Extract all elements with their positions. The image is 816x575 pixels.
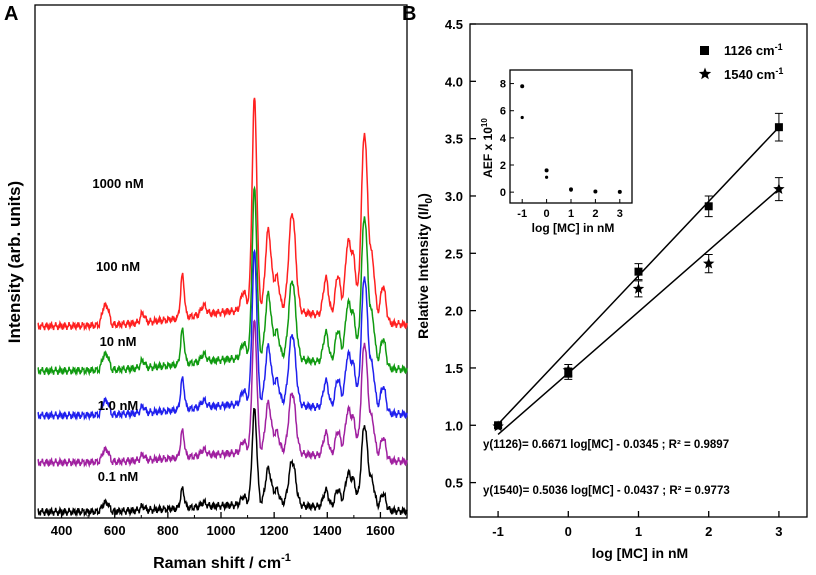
inset-data-points (520, 84, 622, 194)
inset-x-ticks: -1 0 1 2 3 (517, 199, 623, 220)
x-tick-label: 1400 (313, 523, 342, 538)
y-tick-label: 2.5 (445, 246, 463, 261)
spectrum-line (37, 407, 408, 518)
data-point-star (703, 257, 715, 269)
panel-b-label: B (402, 3, 416, 25)
inset-data-point (593, 190, 598, 194)
data-point-square (774, 123, 783, 132)
data-point-star (562, 364, 574, 376)
data-point-star (773, 183, 785, 194)
equation-1126: y(1126)= 0.6671 log[MC] - 0.0345 ; R² = … (483, 439, 729, 451)
x-tick-label: 600 (104, 523, 126, 538)
inset-x-tick-label: 3 (617, 208, 623, 220)
inset-data-point (544, 168, 549, 173)
panel-b-y-ticks: 0.5 1.0 1.5 2.0 2.5 3.0 3.5 4.0 4.5 (445, 17, 476, 491)
data-point-star (632, 282, 645, 294)
panel-a-plot-frame (34, 4, 408, 519)
inset-x-tick-label: 1 (568, 208, 574, 220)
panel-a: A 400 600 800 1000 1200 1400 1600 1000 nM 100 n… (4, 3, 408, 572)
x-tick-label: 2 (705, 524, 712, 539)
x-tick-label: 400 (51, 523, 73, 538)
y-tick-label: 3.5 (445, 132, 463, 147)
inset-data-point (545, 175, 549, 179)
inset-plot-frame (509, 69, 633, 204)
spectrum-label: 1.0 nM (98, 398, 138, 413)
y-tick-label: 0.5 (445, 476, 463, 491)
inset-y-tick-label: 8 (500, 79, 506, 91)
y-tick-label: 4.0 (445, 74, 463, 89)
inset-x-tick-label: -1 (517, 208, 527, 220)
spectrum-line (37, 248, 408, 422)
x-tick-label: 3 (775, 524, 782, 539)
panel-b-x-ticks: -1 0 1 2 3 (492, 511, 783, 539)
x-tick-label: 1000 (207, 523, 236, 538)
inset-y-ticks: 0 2 4 6 8 (500, 79, 514, 199)
inset-x-axis-label: log [MC] in nM (532, 221, 615, 235)
x-tick-label: 1600 (366, 523, 395, 538)
legend-entry-1540: 1540 cm-1 (724, 66, 783, 82)
data-points (492, 112, 785, 432)
legend-entry-1126: 1126 cm-1 (724, 42, 783, 58)
inset-chart: 0 2 4 6 8 -1 0 1 2 3 AEF x 1010 log [MC] in nM (480, 69, 633, 235)
inset-y-tick-label: 0 (500, 187, 506, 199)
x-tick-label: 800 (157, 523, 179, 538)
y-tick-label: 1.0 (445, 418, 463, 433)
legend: 1126 cm-1 1540 cm-1 (698, 42, 783, 82)
x-tick-label: 0 (565, 524, 572, 539)
y-tick-label: 3.0 (445, 189, 463, 204)
inset-y-axis-label: AEF x 1010 (480, 118, 495, 178)
inset-data-point (618, 190, 622, 194)
panel-a-y-axis-label: Intensity (arb. units) (5, 181, 24, 343)
y-tick-label: 4.5 (445, 17, 463, 32)
spectrum-line (37, 97, 408, 332)
spectrum-label: 10 nM (100, 334, 137, 349)
panel-b: B 0.5 1.0 1.5 2.0 2.5 3.0 3.5 4.0 4.5 -1 0 1 2 3 112… (402, 3, 808, 561)
panel-b-x-axis-label: log [MC] in nM (592, 545, 688, 561)
y-tick-label: 2.0 (445, 304, 463, 319)
x-tick-label: 1200 (260, 523, 289, 538)
inset-y-tick-label: 4 (500, 133, 507, 145)
inset-y-tick-label: 6 (500, 106, 506, 118)
spectrum-line (37, 319, 408, 469)
inset-data-point (520, 115, 524, 120)
inset-x-tick-label: 2 (592, 208, 598, 220)
data-point-star (492, 420, 504, 432)
spectra-labels: 1000 nM 100 nM 10 nM 1.0 nM 0.1 nM (92, 176, 143, 484)
x-tick-label: 1 (635, 524, 642, 539)
x-tick-label: -1 (492, 524, 504, 539)
spectra-group (37, 97, 408, 518)
spectrum-label: 0.1 nM (98, 469, 138, 484)
panel-a-x-ticks: 400 600 800 1000 1200 1400 1600 (51, 512, 408, 538)
panel-a-label: A (4, 3, 18, 25)
inset-y-tick-label: 2 (500, 160, 506, 172)
data-point-square (704, 202, 713, 211)
fit-line (497, 188, 780, 436)
spectrum-label: 1000 nM (92, 176, 143, 191)
data-point-square (634, 267, 643, 276)
legend-star-marker (698, 67, 712, 80)
panel-a-x-axis-label: Raman shift / cm-1 (153, 552, 291, 572)
equation-1540: y(1540)= 0.5036 log[MC] - 0.0437 ; R² = … (483, 485, 730, 497)
inset-data-point (520, 84, 525, 89)
spectrum-label: 100 nM (96, 259, 140, 274)
panel-b-y-axis-label: Relative Intensity (I/I0) (415, 193, 435, 339)
y-tick-label: 1.5 (445, 361, 463, 376)
legend-square-marker (700, 46, 709, 55)
inset-data-point (569, 188, 573, 192)
spectrum-line (37, 185, 408, 377)
inset-x-tick-label: 0 (544, 208, 550, 220)
